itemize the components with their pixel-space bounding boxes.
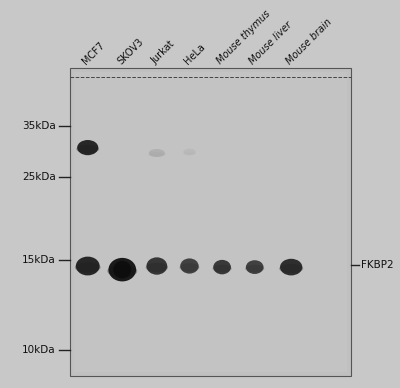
Ellipse shape xyxy=(76,256,100,275)
Text: MCF7: MCF7 xyxy=(81,40,107,66)
Text: HeLa: HeLa xyxy=(182,42,207,66)
Text: 35kDa: 35kDa xyxy=(22,121,56,131)
Ellipse shape xyxy=(148,152,166,157)
Ellipse shape xyxy=(280,259,302,275)
Text: 15kDa: 15kDa xyxy=(22,255,56,265)
Ellipse shape xyxy=(246,260,264,274)
Ellipse shape xyxy=(113,261,131,279)
Ellipse shape xyxy=(107,265,137,277)
Text: Jurkat: Jurkat xyxy=(150,39,177,66)
Ellipse shape xyxy=(183,152,196,155)
Ellipse shape xyxy=(212,265,232,272)
Text: Mouse brain: Mouse brain xyxy=(284,17,334,66)
Ellipse shape xyxy=(146,263,168,272)
Ellipse shape xyxy=(75,262,100,273)
Ellipse shape xyxy=(213,260,231,274)
Ellipse shape xyxy=(183,149,196,155)
Text: FKBP2: FKBP2 xyxy=(362,260,394,270)
Text: 10kDa: 10kDa xyxy=(22,345,56,355)
Ellipse shape xyxy=(149,149,165,157)
Ellipse shape xyxy=(146,257,167,275)
Ellipse shape xyxy=(180,263,200,272)
FancyBboxPatch shape xyxy=(74,71,347,372)
Ellipse shape xyxy=(279,264,303,273)
Text: 25kDa: 25kDa xyxy=(22,171,56,182)
Text: SKOV3: SKOV3 xyxy=(115,36,145,66)
Ellipse shape xyxy=(77,140,98,155)
FancyBboxPatch shape xyxy=(70,68,351,376)
Text: Mouse thymus: Mouse thymus xyxy=(215,9,272,66)
Ellipse shape xyxy=(76,145,99,153)
Ellipse shape xyxy=(180,258,199,274)
Ellipse shape xyxy=(108,258,136,281)
Ellipse shape xyxy=(245,265,264,272)
Text: Mouse liver: Mouse liver xyxy=(248,19,294,66)
